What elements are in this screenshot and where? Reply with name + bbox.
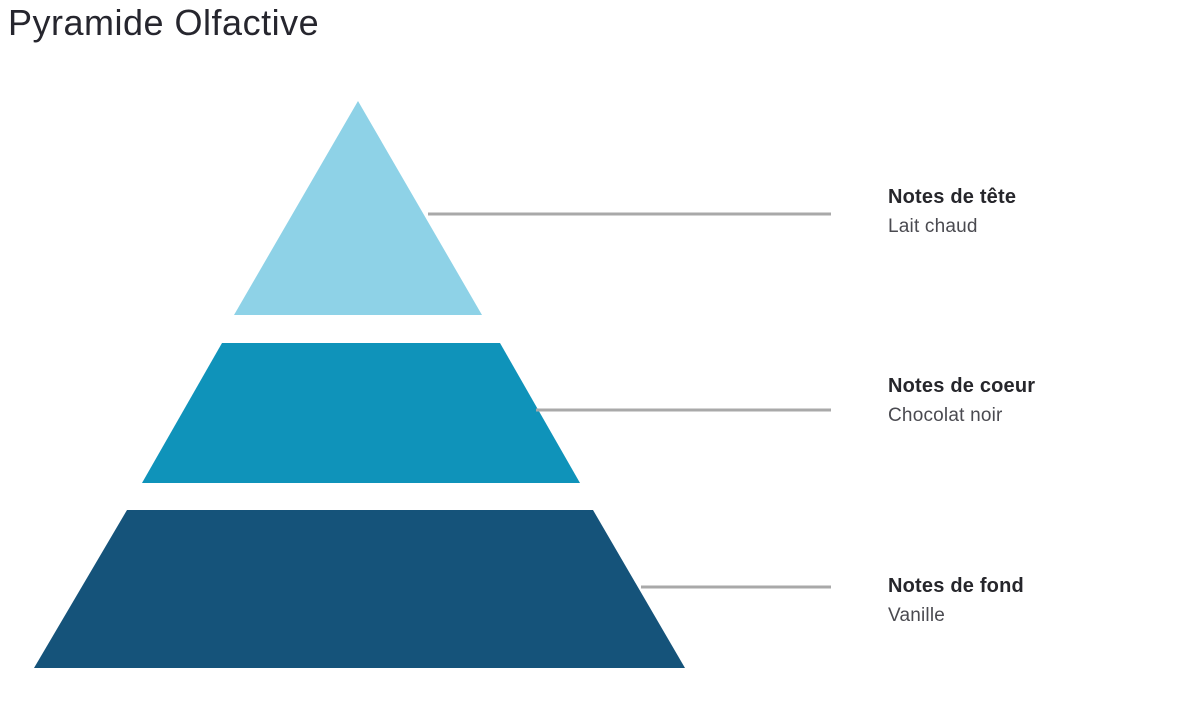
tier-label-base-title: Notes de fond [888,575,1024,597]
tier-label-top-value: Lait chaud [888,216,978,237]
tier-label-top-title: Notes de tête [888,186,1017,208]
tier-label-heart-title: Notes de coeur [888,375,1036,397]
pyramid-tier-heart-shape [142,343,580,483]
tier-label-base: Notes de fond Vanille [888,572,1168,631]
pyramid-tier-top-shape [234,101,482,315]
page-title: Pyramide Olfactive [8,2,320,43]
pyramid-tier-base-shape [34,510,685,668]
tier-label-base-value: Vanille [888,605,946,626]
tier-label-heart-value: Chocolat noir [888,405,1003,426]
tier-label-heart: Notes de coeur Chocolat noir [888,372,1168,431]
tier-label-top: Notes de tête Lait chaud [888,183,1168,242]
